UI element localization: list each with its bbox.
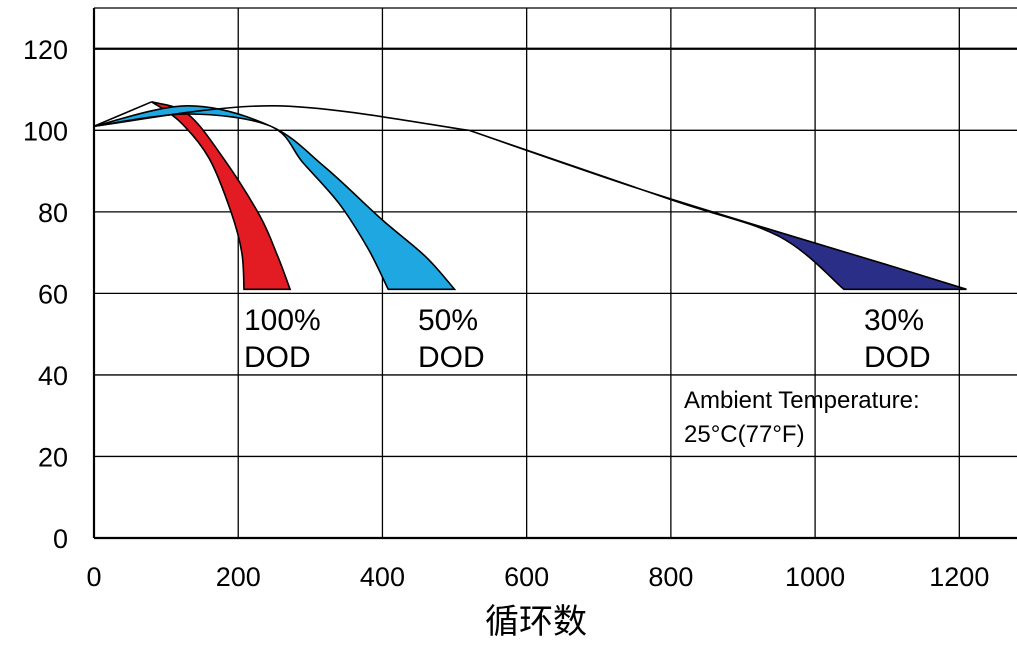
x-tick-label-800: 800 [648, 562, 693, 592]
annotation-ambient-temperature: Ambient Temperature: [684, 387, 920, 414]
x-tick-label-1200: 1200 [929, 562, 989, 592]
annotation-100-dod-line1: 100% [244, 304, 321, 337]
y-axis-ticks: 0 20 40 60 80 100 120 [23, 35, 68, 554]
grid [92, 7, 1017, 540]
annotation-ambient-temperature-value: 25°C(77°F) [684, 421, 805, 448]
x-tick-label-200: 200 [216, 562, 261, 592]
x-tick-label-1000: 1000 [785, 562, 845, 592]
x-tick-label-600: 600 [504, 562, 549, 592]
y-tick-label-20: 20 [38, 442, 68, 472]
band-100-dod [151, 101, 292, 291]
x-axis-label: 循环数 [485, 602, 587, 642]
band-30-dod [468, 129, 967, 291]
curve-100-dod [93, 101, 153, 127]
annotation-50-dod-line2: DOD [418, 341, 485, 374]
dod-curves [93, 101, 470, 132]
curve-30-dod [93, 104, 470, 132]
y-tick-label-60: 60 [38, 279, 68, 309]
annotation-30-dod-line1: 30% [864, 304, 924, 337]
annotation-100-dod-line2: DOD [244, 341, 311, 374]
annotation-50-dod-line1: 50% [418, 304, 478, 337]
y-tick-label-120: 120 [23, 35, 68, 65]
y-tick-label-0: 0 [53, 524, 68, 554]
x-tick-label-400: 400 [360, 562, 405, 592]
y-tick-label-100: 100 [23, 116, 68, 146]
y-tick-label-80: 80 [38, 198, 68, 228]
x-tick-label-0: 0 [86, 562, 101, 592]
y-tick-label-40: 40 [38, 361, 68, 391]
band-50-dod [93, 104, 457, 291]
annotation-30-dod-line2: DOD [864, 341, 931, 374]
x-axis-ticks: 0 200 400 600 800 1000 1200 [86, 562, 989, 592]
dod-bands [93, 101, 967, 291]
